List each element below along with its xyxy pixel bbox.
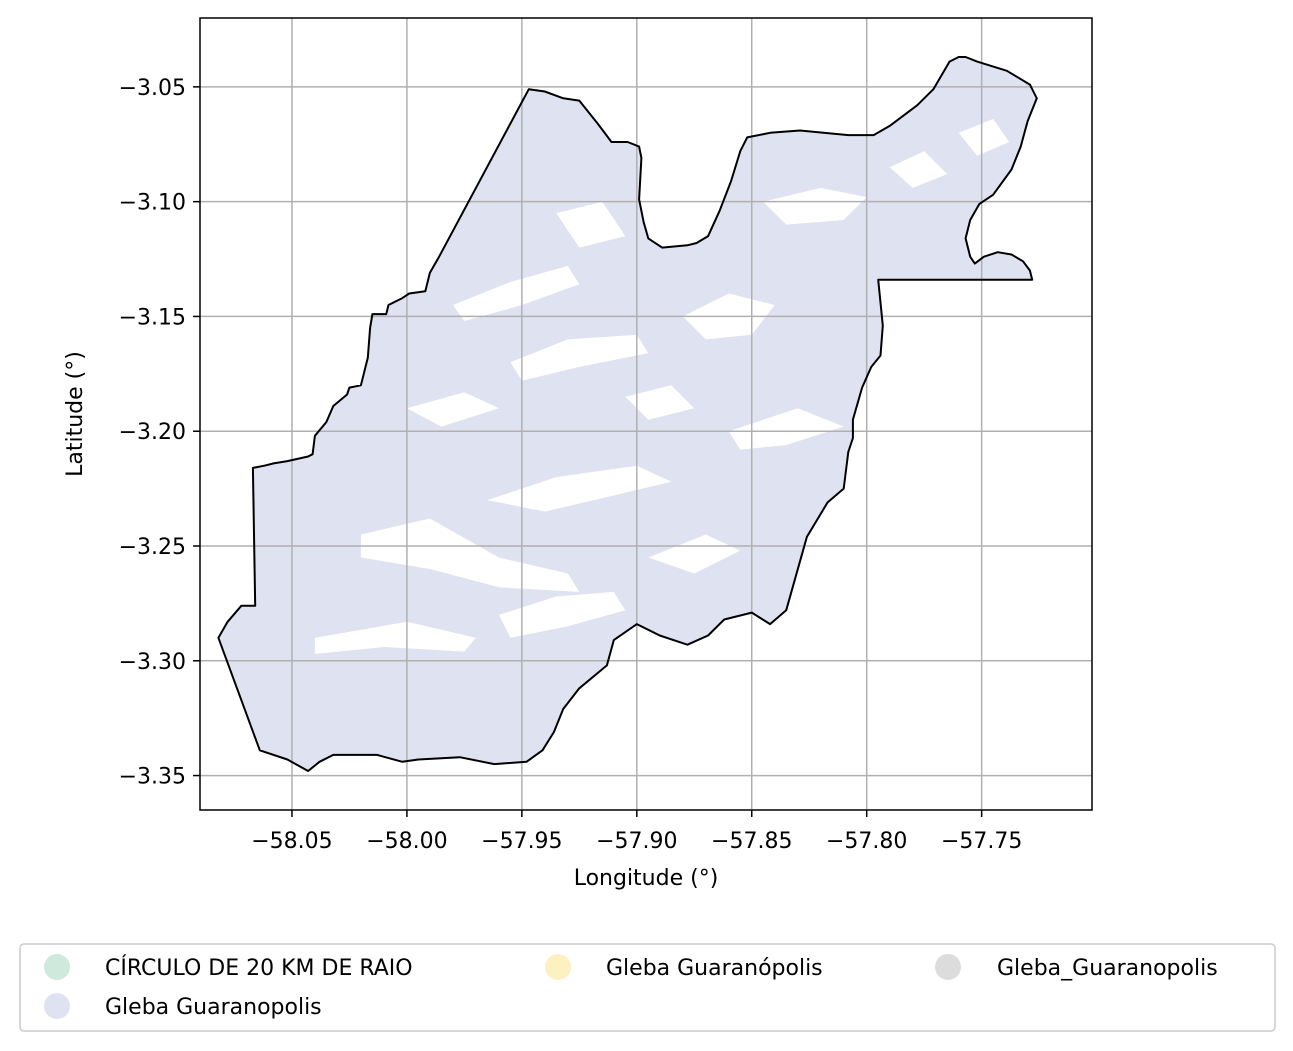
axes-frame (199, 17, 1093, 811)
legend: CÍRCULO DE 20 KM DE RAIO Gleba Guaranópo… (19, 943, 1276, 1032)
legend-label: Gleba_Guaranopolis (997, 956, 1218, 981)
y-tick-label: −3.30 (119, 650, 186, 675)
legend-label: CÍRCULO DE 20 KM DE RAIO (105, 955, 413, 981)
x-tick-label: −58.05 (251, 829, 332, 854)
legend-item: Gleba Guaranopolis (44, 993, 322, 1020)
x-tick-label: −57.75 (941, 829, 1022, 854)
x-tick-label: −58.00 (366, 829, 447, 854)
y-tick-label: −3.20 (119, 420, 186, 445)
legend-item: Gleba Guaranópolis (545, 954, 823, 981)
x-tick-label: −57.80 (826, 829, 907, 854)
x-axis-title: Longitude (°) (574, 866, 719, 891)
y-tick-label: −3.35 (119, 765, 186, 790)
x-tick-label: −57.90 (596, 829, 677, 854)
legend-marker-circulo (44, 954, 70, 980)
y-tick-label: −3.10 (119, 191, 186, 216)
y-tick-label: −3.25 (119, 535, 186, 560)
y-axis-title: Latitude (°) (63, 351, 88, 477)
legend-item: CÍRCULO DE 20 KM DE RAIO (44, 954, 413, 981)
legend-marker-gleba-underscore (935, 954, 961, 980)
legend-marker-gleba-guaranopolis (44, 993, 70, 1019)
region-fill (218, 57, 1037, 771)
y-tick-label: −3.15 (119, 305, 186, 330)
region-outline (217, 56, 1038, 772)
legend-item: Gleba_Guaranopolis (935, 954, 1218, 981)
x-axis-ticks: −58.05 −58.00 −57.95 −57.90 −57.85 −57.80 −57.… (251, 810, 1022, 854)
grid-layer (200, 18, 1092, 810)
legend-marker-gleba-guaranopolis-accent (545, 954, 571, 980)
x-tick-label: −57.85 (711, 829, 792, 854)
y-tick-label: −3.05 (119, 76, 186, 101)
plot-area (199, 17, 1093, 811)
y-axis-ticks: −3.05 −3.10 −3.15 −3.20 −3.25 −3.30 −3.35 (119, 76, 200, 790)
legend-label: Gleba Guaranopolis (105, 995, 322, 1020)
x-tick-label: −57.95 (481, 829, 562, 854)
legend-box (19, 943, 1276, 1032)
legend-label: Gleba Guaranópolis (606, 956, 823, 981)
